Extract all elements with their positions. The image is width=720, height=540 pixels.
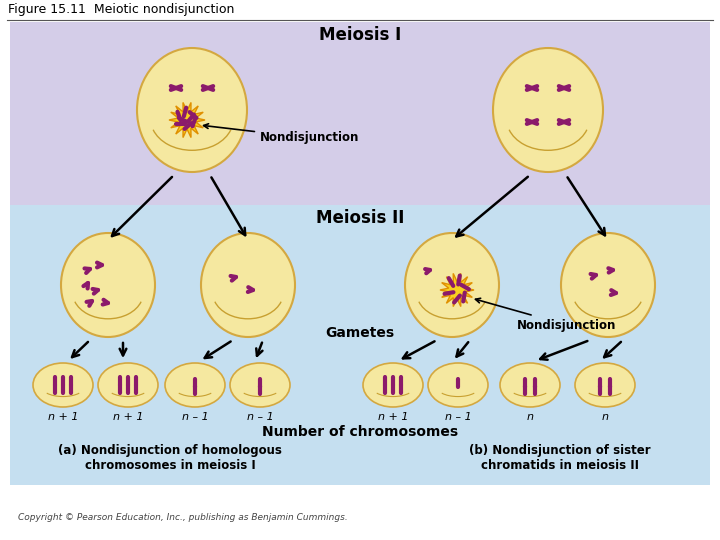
Bar — [10, 22, 710, 205]
Text: (b) Nondisjunction of sister
chromatids in meiosis II: (b) Nondisjunction of sister chromatids … — [469, 444, 651, 472]
Text: n + 1: n + 1 — [378, 412, 408, 422]
Ellipse shape — [561, 233, 655, 337]
Text: Nondisjunction: Nondisjunction — [475, 298, 616, 332]
Ellipse shape — [500, 363, 560, 407]
Ellipse shape — [33, 363, 93, 407]
Ellipse shape — [98, 363, 158, 407]
Ellipse shape — [405, 233, 499, 337]
Text: Nondisjunction: Nondisjunction — [204, 124, 359, 145]
Text: n – 1: n – 1 — [181, 412, 208, 422]
Bar — [10, 205, 710, 485]
Text: n + 1: n + 1 — [113, 412, 143, 422]
Ellipse shape — [575, 363, 635, 407]
Text: n + 1: n + 1 — [48, 412, 78, 422]
Ellipse shape — [428, 363, 488, 407]
Ellipse shape — [493, 48, 603, 172]
Text: n: n — [526, 412, 534, 422]
Text: Gametes: Gametes — [325, 326, 395, 340]
Text: (a) Nondisjunction of homologous
chromosomes in meiosis I: (a) Nondisjunction of homologous chromos… — [58, 444, 282, 472]
Text: Meiosis I: Meiosis I — [319, 26, 401, 44]
Ellipse shape — [363, 363, 423, 407]
Text: Copyright © Pearson Education, Inc., publishing as Benjamin Cummings.: Copyright © Pearson Education, Inc., pub… — [18, 514, 348, 523]
Polygon shape — [440, 273, 474, 307]
Text: Meiosis II: Meiosis II — [316, 209, 404, 227]
Ellipse shape — [230, 363, 290, 407]
Text: Number of chromosomes: Number of chromosomes — [262, 425, 458, 439]
Ellipse shape — [61, 233, 155, 337]
Ellipse shape — [165, 363, 225, 407]
Polygon shape — [169, 103, 205, 138]
Text: n – 1: n – 1 — [247, 412, 274, 422]
Text: Figure 15.11  Meiotic nondisjunction: Figure 15.11 Meiotic nondisjunction — [8, 3, 235, 17]
Ellipse shape — [137, 48, 247, 172]
Ellipse shape — [201, 233, 295, 337]
Text: n: n — [601, 412, 608, 422]
Bar — [10, 485, 710, 525]
Text: n – 1: n – 1 — [445, 412, 472, 422]
Bar — [0, 0, 720, 20]
